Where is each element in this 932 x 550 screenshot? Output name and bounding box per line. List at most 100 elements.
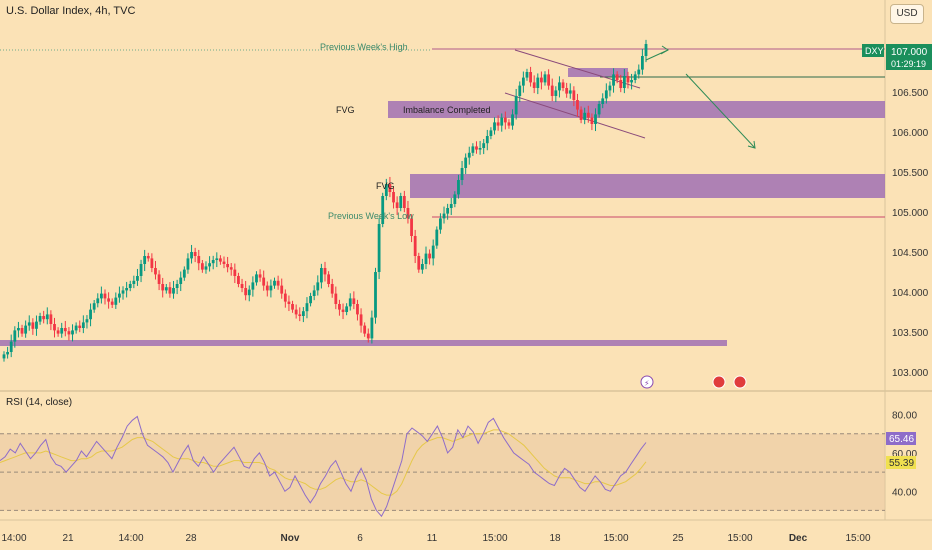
time-tick-label: 15:00: [727, 533, 752, 544]
candle-body: [467, 152, 471, 158]
symbol-badge-bg: [862, 44, 884, 57]
candle-body: [255, 274, 258, 283]
fvg-label-upper: FVG: [336, 105, 355, 115]
candle-body: [200, 263, 204, 270]
rsi-tick-label: 40.00: [892, 487, 917, 498]
candle-body: [190, 252, 193, 259]
candle-body: [330, 284, 334, 294]
candle-body: [240, 284, 244, 288]
imbalance-label: Imbalance Completed: [403, 105, 491, 115]
candle-body: [388, 184, 392, 192]
candle-body: [532, 82, 536, 88]
candle-body: [172, 288, 175, 294]
candle-body: [536, 77, 540, 88]
rsi-ma-value-bg: [886, 456, 916, 469]
candle-body: [604, 90, 608, 99]
candle-body: [500, 117, 504, 126]
candle-body: [269, 285, 273, 291]
currency-selector[interactable]: USD: [890, 4, 924, 24]
candle-body: [637, 69, 641, 75]
candle-body: [547, 74, 551, 86]
channel-upper: [514, 49, 641, 89]
candle-body: [608, 85, 612, 91]
candle-body: [96, 298, 100, 304]
candle-body: [276, 280, 280, 286]
candle-body: [262, 277, 266, 286]
candle-body: [402, 196, 406, 208]
candle-body: [384, 184, 388, 196]
candle-body: [417, 256, 421, 270]
flash-event-icon: [640, 375, 654, 389]
candle-body: [439, 218, 442, 230]
candle-body: [644, 44, 648, 56]
candle-body: [193, 252, 197, 256]
candle-body: [442, 213, 446, 219]
candle-body: [161, 284, 165, 291]
price-tick-label: 104.500: [892, 248, 929, 259]
candle-body: [2, 354, 6, 359]
candle-body: [597, 104, 601, 115]
price-tick-label: 105.500: [892, 168, 929, 179]
candle-body: [352, 298, 356, 304]
candle-body: [121, 290, 125, 294]
candle-body: [359, 314, 363, 326]
candle-body: [554, 90, 558, 96]
candle-body: [619, 80, 623, 88]
candle-body: [399, 196, 403, 208]
candle-body: [576, 100, 579, 110]
rsi-ma-line: [0, 429, 647, 496]
candle-body: [107, 298, 110, 302]
rsi-line: [0, 415, 647, 518]
chart-title: U.S. Dollar Index, 4h, TVC: [6, 5, 136, 17]
candle-body: [410, 218, 413, 236]
candle-body: [35, 321, 38, 329]
candle-body: [233, 269, 237, 276]
candle-body: [633, 74, 637, 80]
candle-body: [413, 236, 417, 256]
candle-body: [431, 245, 435, 259]
candle-body: [283, 293, 287, 302]
candle-body: [17, 328, 20, 331]
time-tick-label: 15:00: [603, 533, 628, 544]
candle-body: [334, 293, 338, 304]
candle-body: [345, 306, 349, 312]
candle-body: [222, 261, 226, 264]
candle-body: [20, 328, 24, 334]
demand-zone-bottom: [0, 340, 727, 346]
candle-body: [251, 282, 255, 290]
time-tick-label: 14:00: [118, 533, 143, 544]
price-tick-label: 104.000: [892, 288, 929, 299]
candle-body: [319, 268, 323, 283]
flash-event-glyph: ⚡: [644, 379, 650, 388]
candle-body: [323, 268, 327, 275]
candle-body: [327, 274, 331, 284]
candle-body: [309, 296, 312, 304]
rsi-value-bg: [886, 432, 916, 445]
candle-body: [583, 112, 587, 120]
candle-body: [374, 272, 377, 318]
candle-body: [514, 96, 518, 115]
candle-body: [244, 288, 248, 296]
rsi-value: 65.46: [889, 434, 914, 445]
symbol-badge: DXY: [865, 46, 884, 56]
candle-body: [377, 224, 381, 272]
candle-body: [348, 298, 352, 307]
candle-body: [139, 264, 143, 276]
candle-body: [316, 282, 320, 291]
candle-body: [67, 331, 71, 335]
candle-body: [572, 90, 576, 100]
candle-body: [496, 122, 500, 126]
candle-body: [197, 256, 201, 264]
candle-body: [543, 74, 547, 83]
candle-body: [301, 311, 305, 316]
candle-body: [60, 328, 64, 334]
candle-body: [294, 309, 298, 315]
time-tick-label: 25: [672, 533, 684, 544]
candle-body: [24, 325, 28, 334]
candle-body: [53, 324, 56, 331]
candle-body: [453, 194, 457, 204]
candle-body: [99, 293, 103, 299]
candle-body: [485, 136, 489, 144]
candle-body: [612, 74, 615, 86]
candle-body: [550, 85, 554, 96]
